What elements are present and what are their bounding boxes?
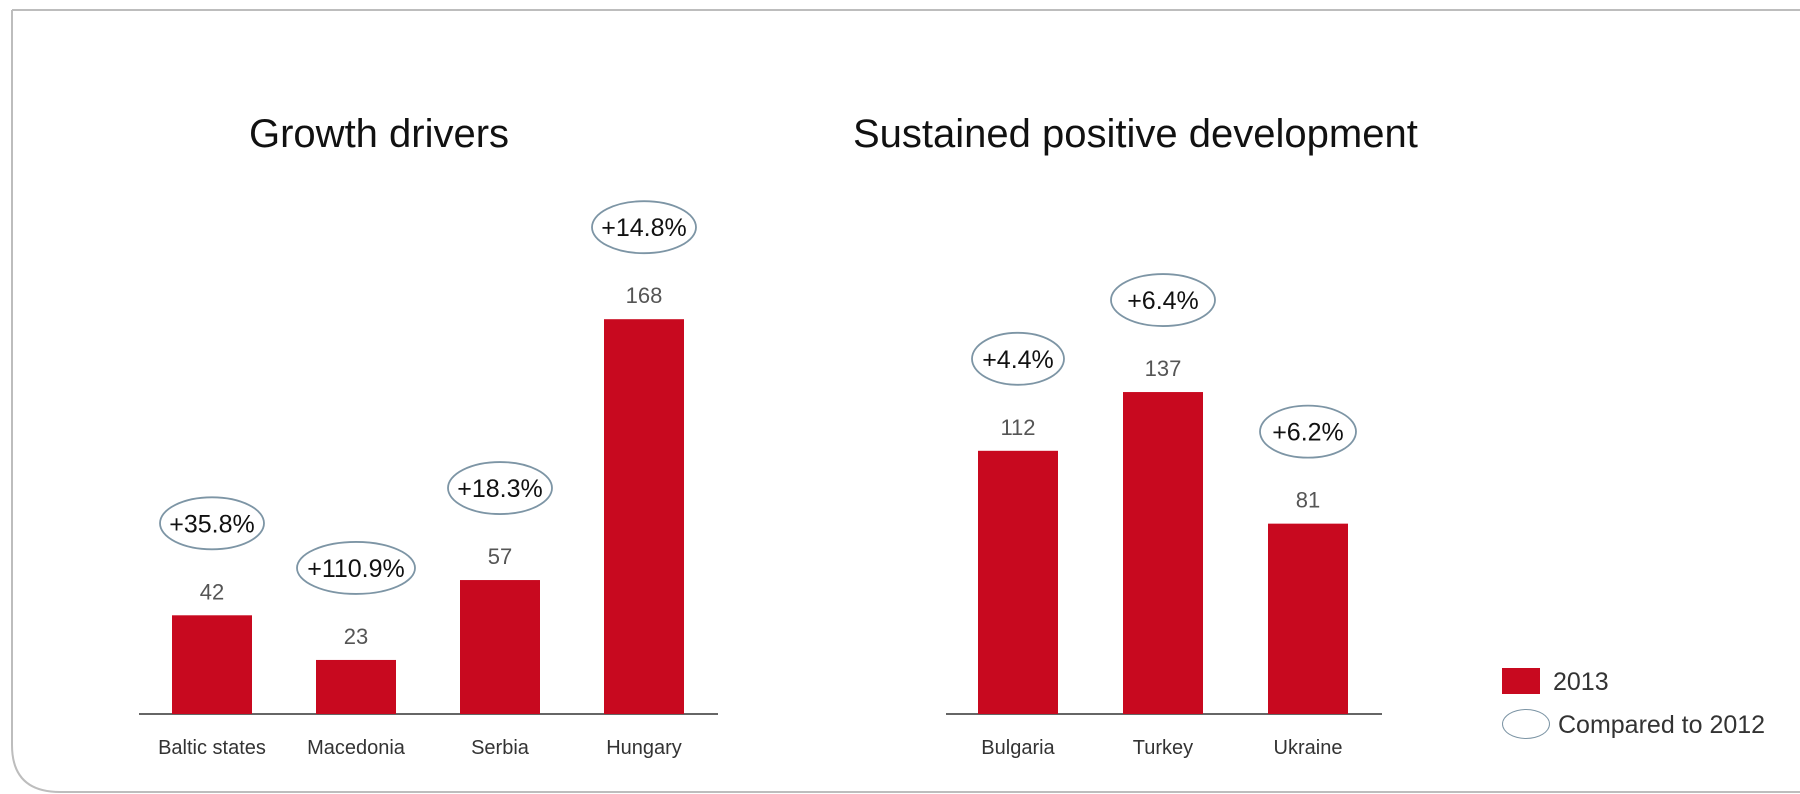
- bar: [604, 319, 684, 714]
- change-ellipse: [447, 461, 553, 515]
- bar: [1123, 392, 1203, 714]
- legend-item-compared: Compared to 2012: [1502, 709, 1800, 739]
- bar-value-label: 168: [626, 283, 663, 308]
- legend-ellipse-icon: [1502, 709, 1550, 739]
- change-label: +35.8%: [169, 510, 255, 538]
- category-tick-label: Baltic states: [158, 737, 266, 759]
- change-label: +18.3%: [457, 475, 543, 503]
- bar-value-label: 81: [1296, 488, 1320, 513]
- change-ellipse: [591, 200, 697, 255]
- change-label: +6.2%: [1272, 419, 1344, 447]
- change-ellipse: [296, 541, 416, 595]
- chart-title-growth-drivers: Growth drivers: [249, 112, 510, 156]
- legend-label-2013: 2013: [1553, 668, 1609, 696]
- bar: [460, 580, 540, 714]
- change-ellipse: [971, 331, 1065, 386]
- category-tick-label: Hungary: [606, 737, 682, 759]
- bar-value-label: 57: [488, 544, 512, 569]
- category-tick-label: Macedonia: [307, 737, 406, 759]
- change-ellipse: [159, 496, 265, 551]
- legend-label-compared: Compared to 2012: [1558, 711, 1766, 739]
- bar: [316, 659, 396, 714]
- change-label: +6.4%: [1127, 287, 1199, 315]
- legend-item-2013: 2013: [1502, 666, 1800, 696]
- bar: [978, 450, 1058, 714]
- category-tick-label: Serbia: [471, 737, 530, 759]
- bar: [172, 615, 252, 714]
- category-tick-label: Ukraine: [1274, 737, 1343, 759]
- change-label: +4.4%: [982, 346, 1054, 374]
- legend-swatch-2013: [1502, 668, 1540, 694]
- bar-value-label: 23: [344, 624, 368, 649]
- bar-value-label: 112: [1000, 415, 1035, 440]
- category-tick-label: Turkey: [1133, 737, 1193, 759]
- change-ellipse: [1259, 404, 1357, 459]
- chart-title-sustained-development: Sustained positive development: [853, 112, 1418, 156]
- bar: [1268, 523, 1348, 714]
- change-ellipse: [1110, 273, 1216, 327]
- bar-value-label: 137: [1145, 356, 1182, 381]
- change-label: +110.9%: [307, 555, 405, 583]
- category-tick-label: Bulgaria: [981, 737, 1055, 759]
- change-label: +14.8%: [601, 214, 687, 242]
- bar-value-label: 42: [200, 579, 224, 604]
